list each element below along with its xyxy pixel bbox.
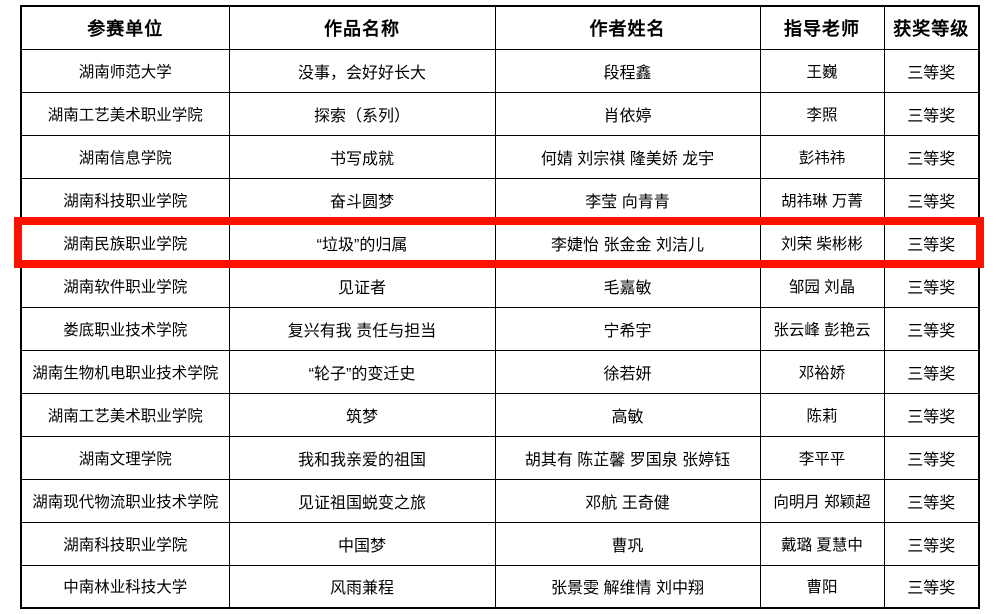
table-row: 湖南工艺美术职业学院 筑梦 高敏 陈莉 三等奖 bbox=[20, 392, 980, 437]
cell-level: 三等奖 bbox=[883, 91, 980, 136]
cell-mentor: 刘荣 柴彬彬 bbox=[759, 220, 885, 265]
cell-unit: 中南林业科技大学 bbox=[20, 564, 230, 609]
cell-work: 奋斗圆梦 bbox=[228, 177, 496, 222]
cell-mentor: 李照 bbox=[759, 91, 885, 136]
cell-author: 肖依婷 bbox=[494, 91, 761, 136]
column-header-mentor: 指导老师 bbox=[759, 5, 885, 50]
cell-author: 段程鑫 bbox=[494, 48, 761, 93]
table-row: 中南林业科技大学 风雨兼程 张景雯 解维情 刘中翔 曹阳 三等奖 bbox=[20, 564, 980, 609]
cell-unit: 湖南生物机电职业技术学院 bbox=[20, 349, 230, 394]
cell-work: 没事，会好好长大 bbox=[228, 48, 496, 93]
cell-mentor: 王巍 bbox=[759, 48, 885, 93]
cell-unit: 湖南现代物流职业技术学院 bbox=[20, 478, 230, 523]
award-table: 参赛单位 作品名称 作者姓名 指导老师 获奖等级 湖南师范大学 没事，会好好长大段… bbox=[20, 5, 980, 609]
cell-unit: 湖南民族职业学院 bbox=[20, 220, 230, 265]
cell-author: 毛嘉敏 bbox=[494, 263, 761, 308]
table-row: 湖南生物机电职业技术学院 “轮子”的变迁史 徐若妍 邓裕娇 三等奖 bbox=[20, 349, 980, 394]
cell-level: 三等奖 bbox=[883, 220, 980, 265]
cell-mentor: 邓裕娇 bbox=[759, 349, 885, 394]
cell-mentor: 戴璐 夏慧中 bbox=[759, 521, 885, 566]
cell-work: 见证者 bbox=[228, 263, 496, 308]
column-header-level: 获奖等级 bbox=[883, 5, 980, 50]
table-row: 娄底职业技术学院 复兴有我 责任与担当 宁希宇 张云峰 彭艳云 三等奖 bbox=[20, 306, 980, 351]
cell-work: 筑梦 bbox=[228, 392, 496, 437]
cell-mentor: 胡祎琳 万菁 bbox=[759, 177, 885, 222]
cell-mentor: 彭祎祎 bbox=[759, 134, 885, 179]
cell-work: 风雨兼程 bbox=[228, 564, 496, 609]
cell-unit: 湖南科技职业学院 bbox=[20, 177, 230, 222]
cell-author: 曹巩 bbox=[494, 521, 761, 566]
award-table-container: 参赛单位 作品名称 作者姓名 指导老师 获奖等级 湖南师范大学 没事，会好好长大段… bbox=[14, 5, 984, 609]
table-row: 湖南科技职业学院 奋斗圆梦 李莹 向青青 胡祎琳 万菁 三等奖 bbox=[20, 177, 980, 222]
cell-mentor: 李平平 bbox=[759, 435, 885, 480]
cell-level: 三等奖 bbox=[883, 435, 980, 480]
table-header-row: 参赛单位 作品名称 作者姓名 指导老师 获奖等级 bbox=[20, 5, 980, 50]
table-body: 湖南师范大学 没事，会好好长大 段程鑫 王巍 三等奖 湖南工艺美术职业学院 探索（系列） 肖依… bbox=[20, 48, 980, 609]
table-row: 湖南科技职业学院 中国梦 曹巩 戴璐 夏慧中 三等奖 bbox=[20, 521, 980, 566]
cell-work: 复兴有我 责任与担当 bbox=[228, 306, 496, 351]
cell-level: 三等奖 bbox=[883, 177, 980, 222]
table-row: 湖南师范大学 没事，会好好长大 段程鑫 王巍 三等奖 bbox=[20, 48, 980, 93]
cell-mentor: 陈莉 bbox=[759, 392, 885, 437]
cell-unit: 湖南文理学院 bbox=[20, 435, 230, 480]
cell-author: 宁希宇 bbox=[494, 306, 761, 351]
table-row: 湖南现代物流职业技术学院 见证祖国蜕变之旅 邓航 王奇健 向明月 郑颖超 三等奖 bbox=[20, 478, 980, 523]
table-row: 湖南文理学院 我和我亲爱的祖国 胡其有 陈芷馨 罗国泉 张婷钰 李平平 三等奖 bbox=[20, 435, 980, 480]
table-row: 湖南信息学院 书写成就 何婧 刘宗祺 隆美娇 龙宇 彭祎祎 三等奖 bbox=[20, 134, 980, 179]
cell-work: 我和我亲爱的祖国 bbox=[228, 435, 496, 480]
cell-level: 三等奖 bbox=[883, 134, 980, 179]
cell-level: 三等奖 bbox=[883, 306, 980, 351]
cell-author: 徐若妍 bbox=[494, 349, 761, 394]
cell-unit: 湖南软件职业学院 bbox=[20, 263, 230, 308]
cell-author: 胡其有 陈芷馨 罗国泉 张婷钰 bbox=[494, 435, 761, 480]
cell-level: 三等奖 bbox=[883, 48, 980, 93]
cell-work: 书写成就 bbox=[228, 134, 496, 179]
cell-level: 三等奖 bbox=[883, 521, 980, 566]
cell-unit: 湖南工艺美术职业学院 bbox=[20, 91, 230, 136]
table-row: 湖南民族职业学院 “垃圾”的归属 李婕怡 张金金 刘洁儿 刘荣 柴彬彬 三等奖 bbox=[20, 220, 980, 265]
cell-unit: 湖南师范大学 bbox=[20, 48, 230, 93]
cell-author: 李莹 向青青 bbox=[494, 177, 761, 222]
cell-unit: 湖南信息学院 bbox=[20, 134, 230, 179]
cell-unit: 娄底职业技术学院 bbox=[20, 306, 230, 351]
cell-level: 三等奖 bbox=[883, 392, 980, 437]
cell-work: “轮子”的变迁史 bbox=[228, 349, 496, 394]
cell-level: 三等奖 bbox=[883, 349, 980, 394]
cell-level: 三等奖 bbox=[883, 478, 980, 523]
column-header-work: 作品名称 bbox=[228, 5, 496, 50]
cell-level: 三等奖 bbox=[883, 263, 980, 308]
cell-author: 邓航 王奇健 bbox=[494, 478, 761, 523]
cell-work: 见证祖国蜕变之旅 bbox=[228, 478, 496, 523]
cell-mentor: 张云峰 彭艳云 bbox=[759, 306, 885, 351]
cell-level: 三等奖 bbox=[883, 564, 980, 609]
table-header: 参赛单位 作品名称 作者姓名 指导老师 获奖等级 bbox=[20, 5, 980, 50]
cell-author: 李婕怡 张金金 刘洁儿 bbox=[494, 220, 761, 265]
cell-work: 中国梦 bbox=[228, 521, 496, 566]
cell-unit: 湖南工艺美术职业学院 bbox=[20, 392, 230, 437]
cell-work: “垃圾”的归属 bbox=[228, 220, 496, 265]
table-row: 湖南工艺美术职业学院 探索（系列） 肖依婷 李照 三等奖 bbox=[20, 91, 980, 136]
cell-author: 高敏 bbox=[494, 392, 761, 437]
cell-author: 何婧 刘宗祺 隆美娇 龙宇 bbox=[494, 134, 761, 179]
cell-mentor: 向明月 郑颖超 bbox=[759, 478, 885, 523]
cell-unit: 湖南科技职业学院 bbox=[20, 521, 230, 566]
cell-mentor: 曹阳 bbox=[759, 564, 885, 609]
cell-work: 探索（系列） bbox=[228, 91, 496, 136]
column-header-unit: 参赛单位 bbox=[20, 5, 230, 50]
table-row: 湖南软件职业学院 见证者 毛嘉敏 邹园 刘晶 三等奖 bbox=[20, 263, 980, 308]
column-header-author: 作者姓名 bbox=[494, 5, 761, 50]
cell-author: 张景雯 解维情 刘中翔 bbox=[494, 564, 761, 609]
cell-mentor: 邹园 刘晶 bbox=[759, 263, 885, 308]
